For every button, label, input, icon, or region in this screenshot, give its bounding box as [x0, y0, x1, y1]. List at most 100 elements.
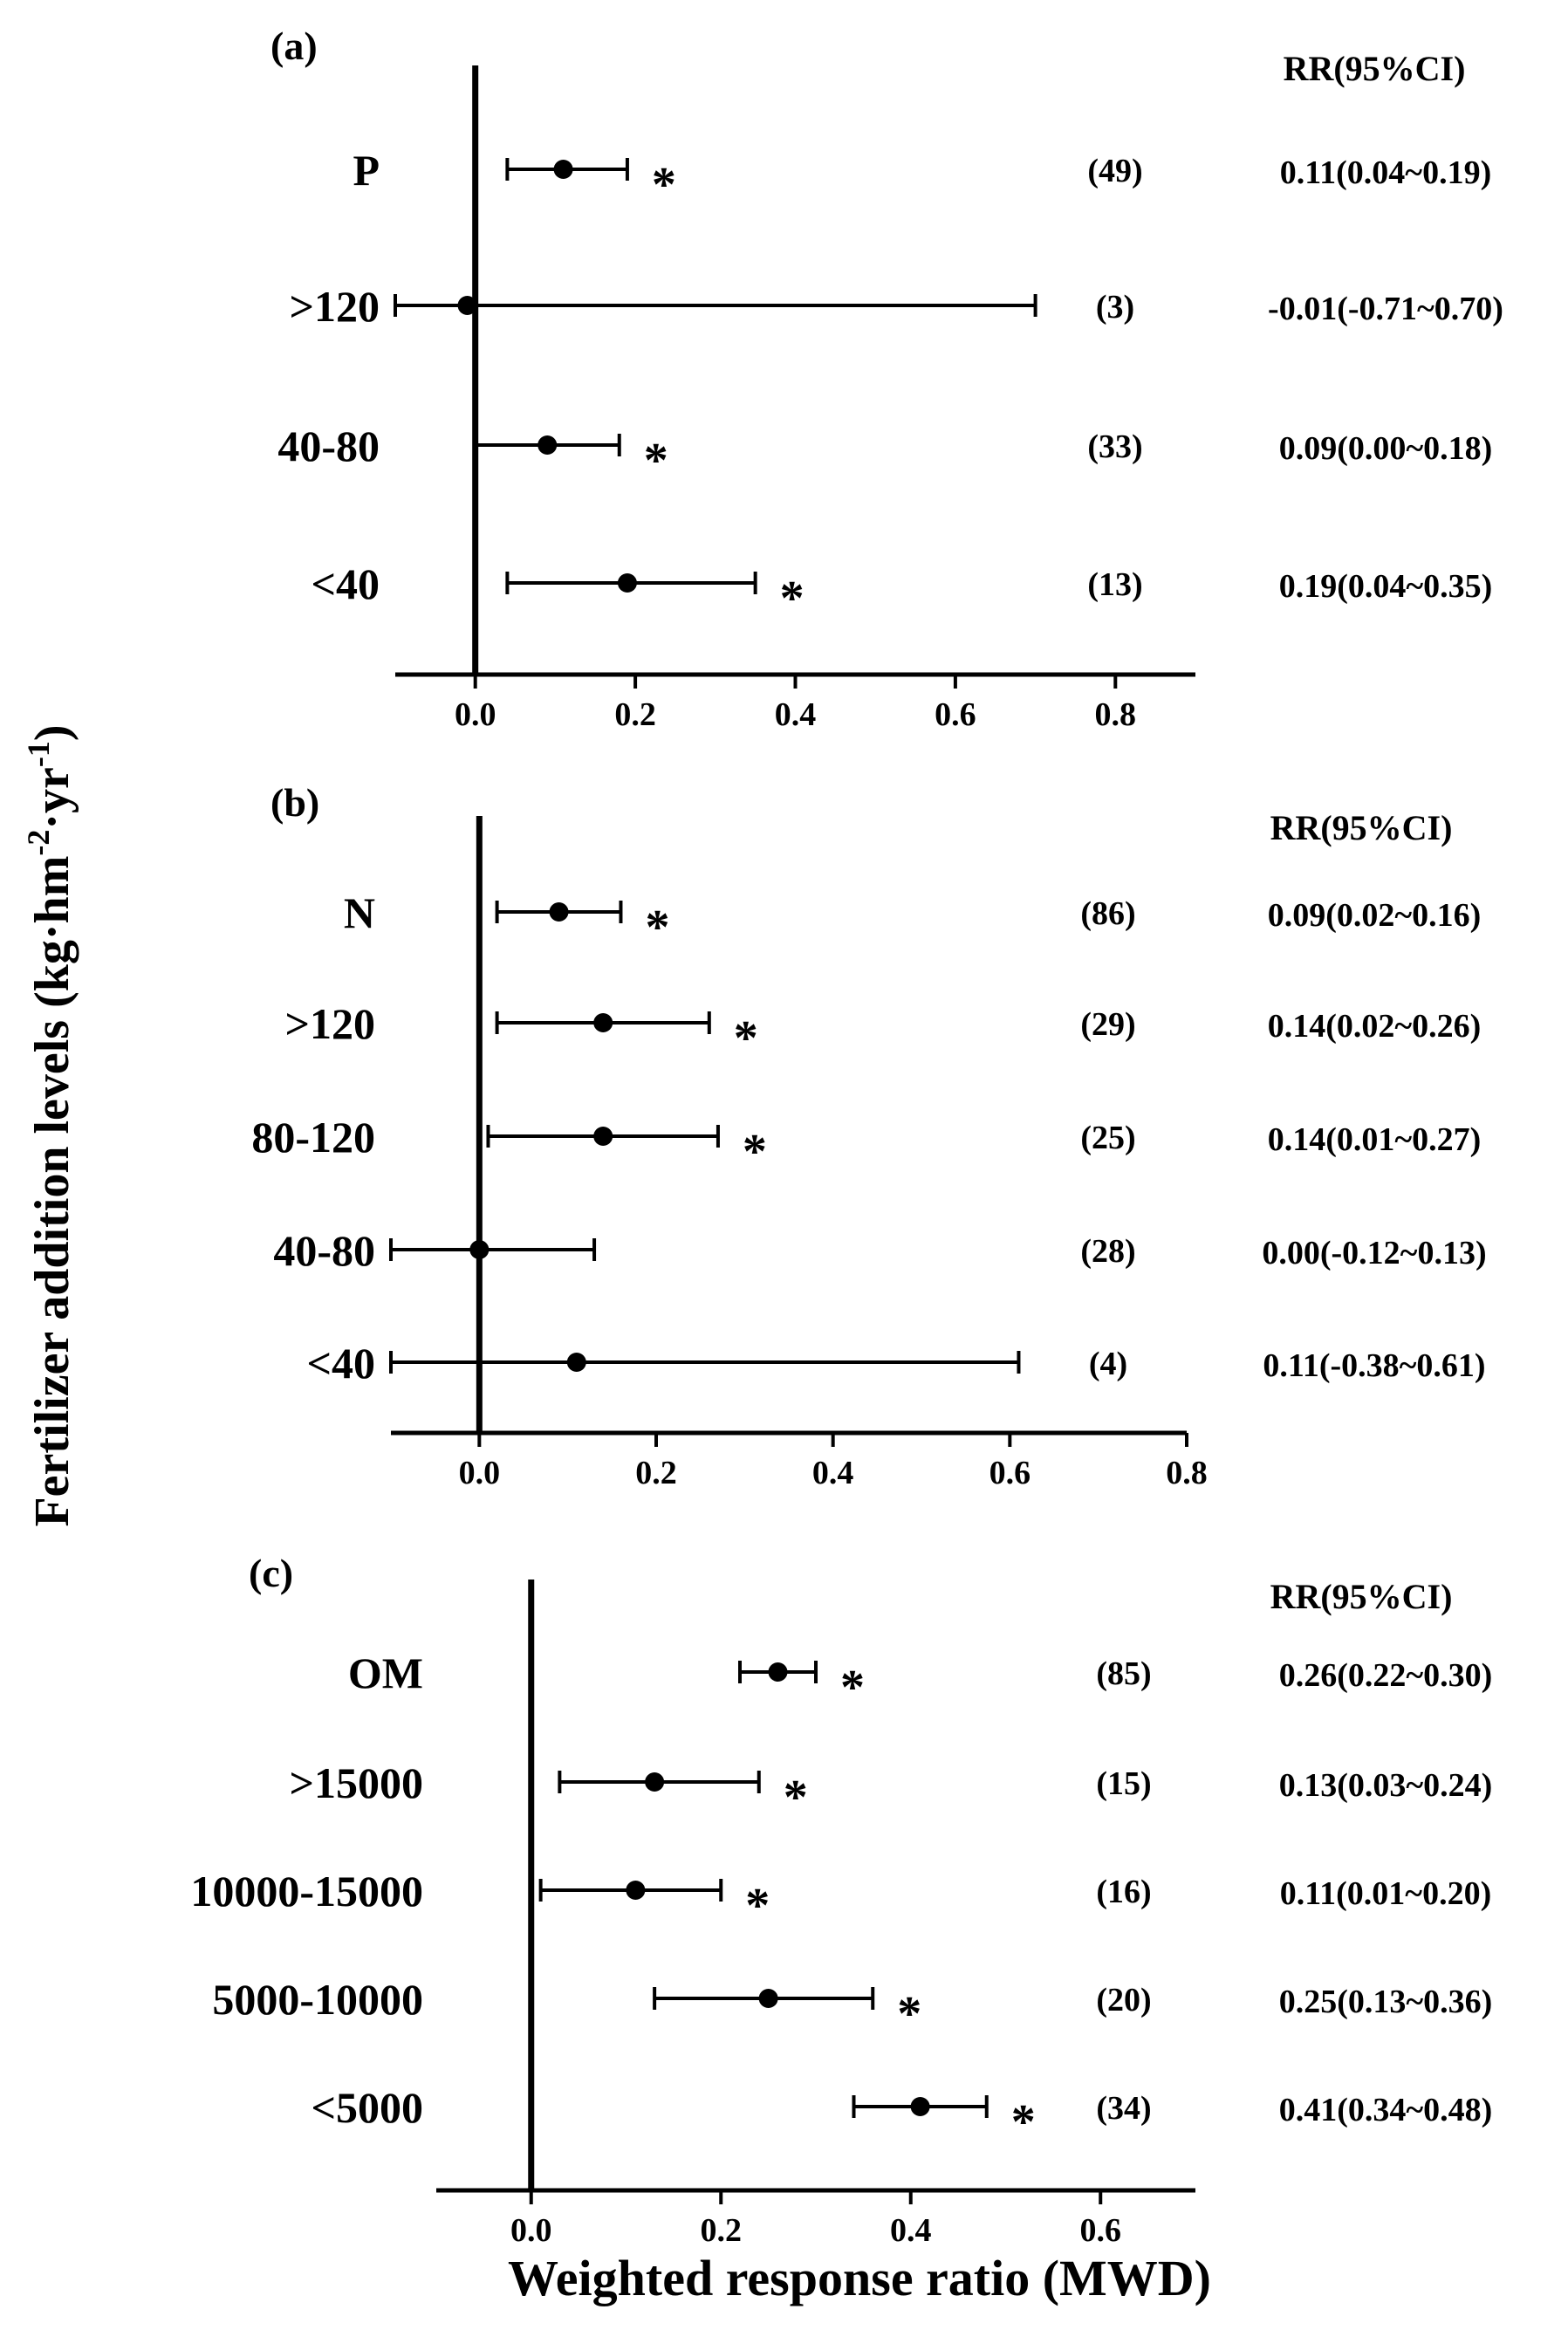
- rr-ci-value: 0.11(0.01~0.20): [1280, 1875, 1491, 1912]
- x-tick-label: 0.4: [890, 2212, 932, 2249]
- row-1: >15000 * (15) 0.13(0.03~0.24): [290, 1758, 1493, 1825]
- significance-star: *: [897, 1987, 921, 2041]
- x-tick-label: 0.6: [1080, 2212, 1122, 2249]
- sample-size: (3): [1096, 289, 1134, 326]
- sample-size: (15): [1096, 1765, 1151, 1802]
- row-2: 10000-15000 * (16) 0.11(0.01~0.20): [190, 1867, 1491, 1933]
- x-tick-label: 0.2: [701, 2212, 743, 2249]
- mean-point: [566, 1353, 586, 1372]
- mean-point: [645, 1772, 665, 1792]
- mean-point: [538, 435, 558, 455]
- rr-ci-value: 0.26(0.22~0.30): [1279, 1657, 1493, 1694]
- sample-size: (85): [1096, 1655, 1151, 1692]
- x-tick-label: 0.2: [635, 1455, 677, 1491]
- rr-ci-value: 0.41(0.34~0.48): [1279, 2092, 1493, 2128]
- x-tick-label: 0.6: [989, 1455, 1031, 1491]
- sample-size: (34): [1096, 2090, 1151, 2127]
- rr-ci-value: 0.11(0.04~0.19): [1280, 154, 1491, 191]
- y-axis-label-end: ): [25, 724, 79, 741]
- mean-point: [617, 573, 637, 593]
- panel-a: (a) RR(95%CI) 0.0 0.2 0.4 0.6 0.8 P * (49) 0.11(0.…: [270, 24, 1503, 733]
- panel-label: (c): [249, 1551, 293, 1595]
- sample-size: (20): [1096, 1982, 1151, 2018]
- mean-point: [910, 2097, 930, 2116]
- rr-ci-value: -0.01(-0.71~0.70): [1268, 291, 1503, 327]
- row-1: >120 * (29) 0.14(0.02~0.26): [285, 999, 1482, 1066]
- y-axis-label-mid: ·yr: [25, 767, 79, 830]
- rr-ci-value: 0.00(-0.12~0.13): [1262, 1235, 1486, 1271]
- row-0: P * (49) 0.11(0.04~0.19): [353, 146, 1491, 212]
- row-3: 5000-10000 * (20) 0.25(0.13~0.36): [212, 1975, 1492, 2041]
- stat-header: RR(95%CI): [1270, 1577, 1453, 1616]
- sample-size: (16): [1096, 1874, 1151, 1910]
- row-4: <5000 * (34) 0.41(0.34~0.48): [312, 2083, 1493, 2149]
- row-0: OM * (85) 0.26(0.22~0.30): [348, 1648, 1492, 1715]
- x-tick-label: 0.0: [510, 2212, 552, 2249]
- significance-star: *: [1011, 2095, 1036, 2149]
- stat-header: RR(95%CI): [1270, 808, 1453, 847]
- rr-ci-value: 0.09(0.00~0.18): [1279, 430, 1493, 467]
- row-label: 5000-10000: [212, 1975, 423, 2024]
- row-2: 80-120 * (25) 0.14(0.01~0.27): [251, 1113, 1481, 1179]
- row-label: OM: [348, 1648, 423, 1697]
- mean-point: [469, 1240, 490, 1259]
- sample-size: (4): [1089, 1346, 1127, 1382]
- rr-ci-value: 0.25(0.13~0.36): [1279, 1984, 1493, 2020]
- sample-size: (49): [1087, 153, 1142, 189]
- sample-size: (86): [1080, 895, 1135, 932]
- x-tick-label: 0.8: [1166, 1455, 1208, 1491]
- significance-star: *: [840, 1661, 865, 1715]
- row-2: 40-80 * (33) 0.09(0.00~0.18): [277, 421, 1492, 488]
- row-label: >120: [285, 999, 376, 1048]
- y-axis-label-sup1: -2: [21, 830, 56, 856]
- row-label: 10000-15000: [190, 1867, 423, 1915]
- x-tick-label: 0.0: [459, 1455, 501, 1491]
- significance-star: *: [644, 434, 668, 488]
- panel-label: (a): [270, 24, 318, 68]
- significance-star: *: [743, 1125, 767, 1179]
- row-label: 80-120: [251, 1113, 375, 1162]
- mean-point: [593, 1127, 613, 1146]
- x-tick-label: 0.0: [455, 696, 496, 733]
- rr-ci-value: 0.14(0.02~0.26): [1268, 1008, 1482, 1045]
- row-label: >120: [290, 282, 380, 331]
- y-axis-label-main: Fertilizer addition levels (kg·hm: [25, 856, 79, 1527]
- row-label: >15000: [290, 1758, 424, 1807]
- y-axis-label: Fertilizer addition levels (kg·hm-2·yr-1…: [21, 724, 79, 1526]
- panel-b: (b) RR(95%CI) 0.0 0.2 0.4 0.6 0.8 N * (86) 0.09(0.…: [251, 780, 1486, 1491]
- row-1: >120 (3) -0.01(-0.71~0.70): [290, 282, 1503, 331]
- row-label: N: [344, 888, 375, 937]
- row-3: <40 * (13) 0.19(0.04~0.35): [312, 559, 1493, 626]
- x-tick-label: 0.6: [935, 696, 976, 733]
- x-tick-label: 0.4: [775, 696, 817, 733]
- row-3: 40-80 (28) 0.00(-0.12~0.13): [273, 1226, 1486, 1275]
- sample-size: (28): [1080, 1233, 1135, 1270]
- x-axis-label: Weighted response ratio (MWD): [508, 2250, 1211, 2306]
- mean-point: [626, 1881, 646, 1900]
- rr-ci-value: 0.11(-0.38~0.61): [1263, 1347, 1485, 1384]
- sample-size: (33): [1087, 428, 1142, 465]
- rr-ci-value: 0.14(0.01~0.27): [1268, 1121, 1482, 1158]
- row-label: <40: [312, 559, 380, 608]
- row-label: <40: [307, 1339, 376, 1388]
- panel-c: (c) RR(95%CI) 0.0 0.2 0.4 0.6 OM * (85) 0.26(0.22…: [190, 1551, 1492, 2249]
- mean-point: [593, 1013, 613, 1032]
- significance-star: *: [645, 901, 669, 955]
- panels: (a) RR(95%CI) 0.0 0.2 0.4 0.6 0.8 P * (49) 0.11(0.…: [190, 24, 1503, 2249]
- mean-point: [768, 1662, 788, 1682]
- panel-label: (b): [270, 780, 319, 825]
- significance-star: *: [780, 572, 805, 626]
- rr-ci-value: 0.13(0.03~0.24): [1279, 1767, 1493, 1804]
- significance-star: *: [745, 1879, 770, 1933]
- mean-point: [758, 1989, 778, 2008]
- significance-star: *: [734, 1011, 758, 1066]
- rr-ci-value: 0.19(0.04~0.35): [1279, 568, 1493, 605]
- sample-size: (25): [1080, 1120, 1135, 1156]
- row-label: 40-80: [277, 421, 380, 470]
- row-label: P: [353, 146, 380, 195]
- y-axis-label-sup2: -1: [21, 741, 56, 767]
- mean-point: [553, 160, 573, 179]
- mean-point: [457, 296, 477, 315]
- mean-point: [549, 902, 569, 922]
